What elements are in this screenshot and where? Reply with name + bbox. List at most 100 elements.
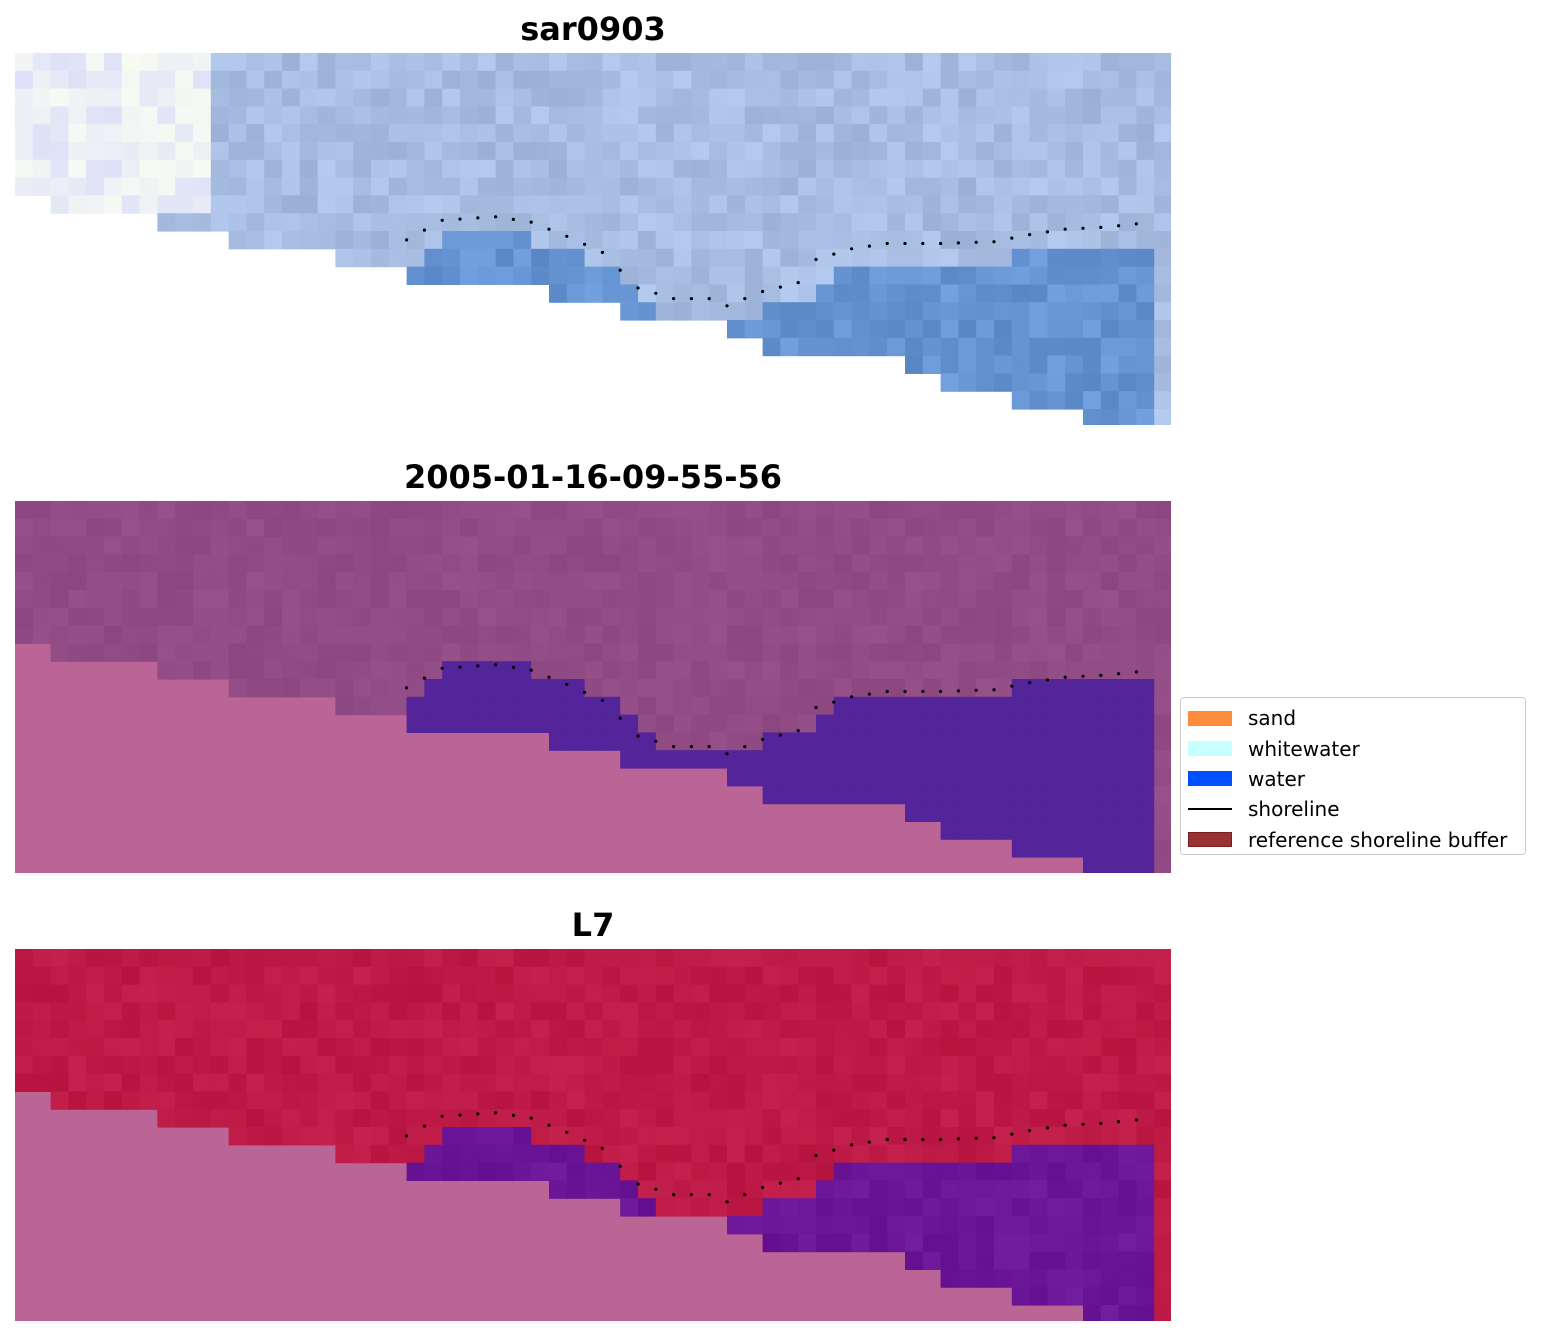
land-pixel: [994, 966, 1013, 986]
water-pixel: [549, 1162, 568, 1181]
land-pixel: [1083, 1020, 1102, 1039]
water-pixel: [780, 320, 799, 339]
water-pixel: [887, 785, 906, 805]
land-pixel: [1118, 1127, 1137, 1146]
land-pixel: [1100, 213, 1120, 232]
water-pixel: [1083, 1269, 1102, 1288]
land-pixel: [50, 195, 69, 214]
land-pixel: [406, 966, 425, 986]
land-pixel: [157, 70, 176, 90]
land-pixel: [887, 554, 906, 573]
land-pixel: [495, 1073, 514, 1092]
land-pixel: [1047, 177, 1066, 196]
land-pixel: [282, 177, 301, 196]
land-pixel: [994, 177, 1013, 196]
land-pixel: [549, 1055, 568, 1075]
land-pixel: [727, 302, 746, 321]
land-pixel: [32, 1002, 52, 1021]
land-pixel: [442, 195, 461, 214]
land-pixel: [887, 142, 906, 161]
land-pixel: [762, 625, 781, 644]
water-pixel: [513, 266, 532, 285]
land-pixel: [994, 248, 1013, 268]
land-pixel: [317, 142, 336, 161]
land-pixel: [157, 984, 176, 1003]
water-pixel: [816, 750, 835, 769]
water-pixel: [833, 1162, 853, 1181]
land-pixel: [940, 106, 959, 125]
water-pixel: [495, 1162, 514, 1181]
water-pixel: [460, 1162, 479, 1181]
land-pixel: [887, 70, 906, 90]
land-pixel: [620, 966, 639, 986]
land-pixel: [709, 607, 728, 627]
land-pixel: [940, 177, 959, 196]
land-pixel: [335, 1055, 354, 1075]
land-pixel: [620, 159, 639, 179]
shoreline-point: [867, 244, 872, 248]
water-pixel: [1029, 803, 1048, 822]
land-pixel: [175, 88, 194, 107]
shoreline-point: [1081, 226, 1085, 230]
land-pixel: [780, 1162, 799, 1181]
water-pixel: [905, 803, 924, 822]
land-pixel: [317, 518, 336, 538]
land-pixel: [905, 53, 924, 72]
land-pixel: [549, 106, 568, 125]
land-pixel: [762, 984, 781, 1003]
land-pixel: [673, 607, 692, 627]
land-pixel: [638, 142, 657, 161]
land-pixel: [228, 984, 247, 1003]
water-pixel: [1029, 732, 1048, 751]
land-pixel: [139, 536, 158, 555]
land-pixel: [994, 1055, 1013, 1075]
water-pixel: [460, 714, 479, 733]
land-pixel: [1118, 231, 1137, 250]
land-pixel: [1083, 1127, 1102, 1146]
water-pixel: [1029, 355, 1048, 374]
land-pixel: [1011, 572, 1031, 591]
land-pixel: [104, 53, 123, 72]
land-pixel: [691, 607, 710, 627]
shoreline-point: [440, 218, 444, 222]
water-pixel: [1065, 373, 1084, 392]
land-pixel: [68, 1073, 87, 1092]
land-pixel: [86, 159, 105, 179]
land-pixel: [905, 1109, 924, 1128]
water-pixel: [905, 1216, 924, 1235]
land-pixel: [584, 984, 603, 1003]
water-pixel: [922, 337, 942, 357]
shoreline-point: [511, 1113, 515, 1117]
land-pixel: [193, 1002, 212, 1021]
land-pixel: [86, 1055, 105, 1075]
land-pixel: [940, 88, 959, 107]
land-pixel: [638, 1002, 657, 1021]
land-pixel: [1136, 607, 1155, 627]
water-pixel: [976, 768, 995, 787]
land-pixel: [388, 1020, 408, 1039]
land-pixel: [442, 1091, 461, 1110]
land-pixel: [816, 1127, 835, 1146]
land-pixel: [691, 1127, 710, 1146]
land-pixel: [175, 1055, 194, 1075]
water-pixel: [1136, 355, 1155, 374]
water-pixel: [1100, 409, 1120, 425]
land-pixel: [1083, 590, 1102, 609]
land-pixel: [1118, 625, 1137, 644]
land-pixel: [798, 177, 817, 196]
water-pixel: [727, 320, 746, 339]
land-pixel: [477, 106, 497, 125]
land-pixel: [549, 1073, 568, 1092]
water-pixel: [1100, 803, 1120, 822]
shoreline-point: [529, 668, 533, 672]
land-pixel: [1047, 70, 1066, 90]
land-pixel: [406, 607, 425, 627]
land-pixel: [655, 590, 675, 609]
land-pixel: [1136, 1020, 1155, 1039]
land-pixel: [549, 195, 568, 214]
land-pixel: [406, 1038, 425, 1057]
land-pixel: [228, 590, 247, 609]
land-pixel: [816, 248, 835, 268]
land-pixel: [691, 572, 710, 591]
land-pixel: [798, 984, 817, 1003]
